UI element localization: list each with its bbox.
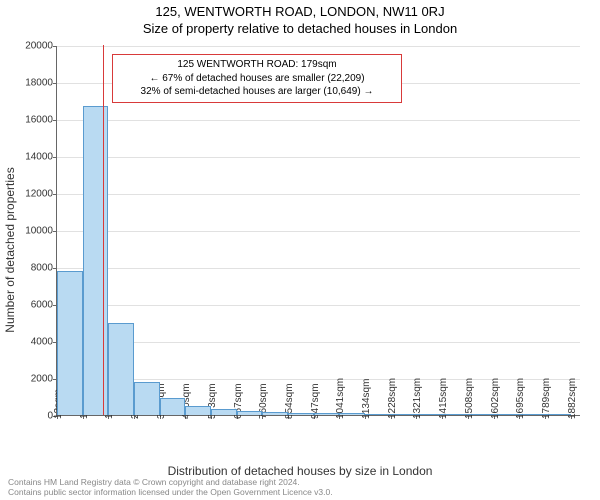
histogram-bar — [416, 414, 442, 415]
histogram-bar — [211, 409, 237, 415]
histogram-bar — [134, 382, 160, 415]
ytick-label: 12000 — [25, 189, 57, 200]
footer-line-1: Contains HM Land Registry data © Crown c… — [8, 477, 333, 488]
gridline — [57, 268, 580, 269]
ytick-label: 10000 — [25, 226, 57, 237]
ytick-label: 2000 — [31, 374, 57, 385]
histogram-bar — [391, 414, 417, 415]
plot-area: 0200040006000800010000120001400016000180… — [56, 46, 580, 416]
histogram-bar — [160, 398, 186, 415]
histogram-bar — [494, 414, 520, 415]
xtick-label: 1602sqm — [490, 378, 501, 419]
annotation-line: 32% of semi-detached houses are larger (… — [119, 85, 395, 99]
gridline — [57, 379, 580, 380]
title-line-2: Size of property relative to detached ho… — [0, 21, 600, 38]
xtick-label: 1321sqm — [412, 378, 423, 419]
histogram-bar — [288, 413, 314, 415]
annotation-line: ← 67% of detached houses are smaller (22… — [119, 72, 395, 86]
histogram-bar — [83, 106, 109, 415]
footer-line-2: Contains public sector information licen… — [8, 487, 333, 498]
ytick-label: 14000 — [25, 152, 57, 163]
histogram-bar — [185, 406, 211, 415]
histogram-bar — [545, 414, 571, 415]
property-marker-line — [103, 45, 104, 415]
ytick-label: 18000 — [25, 78, 57, 89]
histogram-bar — [339, 413, 365, 415]
histogram-bar — [314, 413, 340, 415]
ytick-label: 6000 — [31, 300, 57, 311]
y-axis-title: Number of detached properties — [3, 167, 17, 332]
ytick-label: 20000 — [25, 41, 57, 52]
ytick-label: 8000 — [31, 263, 57, 274]
gridline — [57, 157, 580, 158]
xtick-label: 1508sqm — [464, 378, 475, 419]
histogram-bar — [519, 414, 545, 415]
histogram-bar — [108, 323, 134, 416]
gridline — [57, 120, 580, 121]
xtick-label: 1882sqm — [567, 378, 578, 419]
annotation-box: 125 WENTWORTH ROAD: 179sqm← 67% of detac… — [112, 54, 402, 103]
title-line-1: 125, WENTWORTH ROAD, LONDON, NW11 0RJ — [0, 4, 600, 21]
gridline — [57, 305, 580, 306]
chart-title: 125, WENTWORTH ROAD, LONDON, NW11 0RJ Si… — [0, 0, 600, 38]
xtick-label: 1415sqm — [438, 378, 449, 419]
ytick-label: 16000 — [25, 115, 57, 126]
gridline — [57, 231, 580, 232]
histogram-bar — [262, 412, 288, 415]
xtick-label: 1789sqm — [541, 378, 552, 419]
histogram-bar — [442, 414, 468, 415]
histogram-bar — [237, 411, 263, 415]
plot-wrap: 0200040006000800010000120001400016000180… — [56, 46, 580, 416]
histogram-bar — [365, 414, 391, 415]
xtick-label: 1695sqm — [515, 378, 526, 419]
gridline — [57, 46, 580, 47]
chart-container: 125, WENTWORTH ROAD, LONDON, NW11 0RJ Si… — [0, 0, 600, 500]
footer-attribution: Contains HM Land Registry data © Crown c… — [8, 477, 333, 498]
annotation-line: 125 WENTWORTH ROAD: 179sqm — [119, 58, 395, 72]
ytick-label: 4000 — [31, 337, 57, 348]
gridline — [57, 342, 580, 343]
histogram-bar — [468, 414, 494, 415]
gridline — [57, 194, 580, 195]
histogram-bar — [57, 271, 83, 415]
